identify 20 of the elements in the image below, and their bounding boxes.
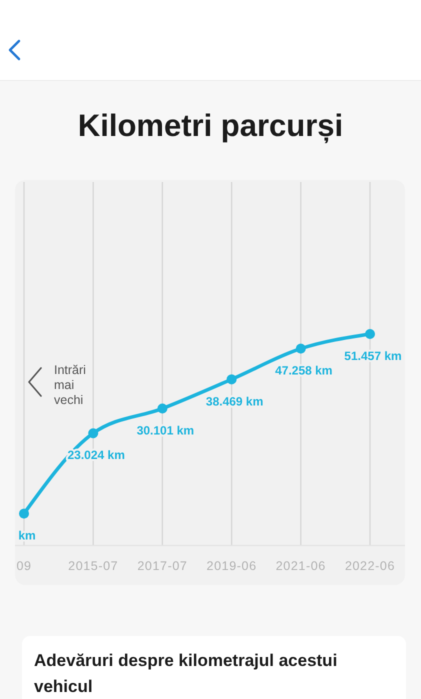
x-tick-label: 09 <box>16 559 32 573</box>
x-tick-label: 2021-06 <box>276 559 326 573</box>
x-tick-label: 2022-06 <box>344 559 396 573</box>
x-tick-label: 2017-07 <box>137 559 188 573</box>
text: Adevăruri despre kilometrajul acestui vehicul <box>34 650 338 698</box>
x-tick-label: 2019-06 <box>206 559 257 573</box>
data-label: 38.469 km <box>206 394 264 408</box>
x-tick-label: 2015-07 <box>68 559 118 573</box>
data-label: 51.457 km <box>344 348 402 363</box>
data-label: 30.101 km <box>136 424 194 438</box>
chart-title: Kilometri parcurși <box>78 108 344 144</box>
data-label: 47.258 km <box>275 364 332 378</box>
annotation: Intrări mai vechi <box>54 363 86 407</box>
point <box>226 374 237 384</box>
point <box>157 404 168 414</box>
point <box>365 328 375 339</box>
point <box>19 508 29 519</box>
point <box>296 344 306 354</box>
data-label: km <box>18 528 36 543</box>
point <box>88 428 98 438</box>
